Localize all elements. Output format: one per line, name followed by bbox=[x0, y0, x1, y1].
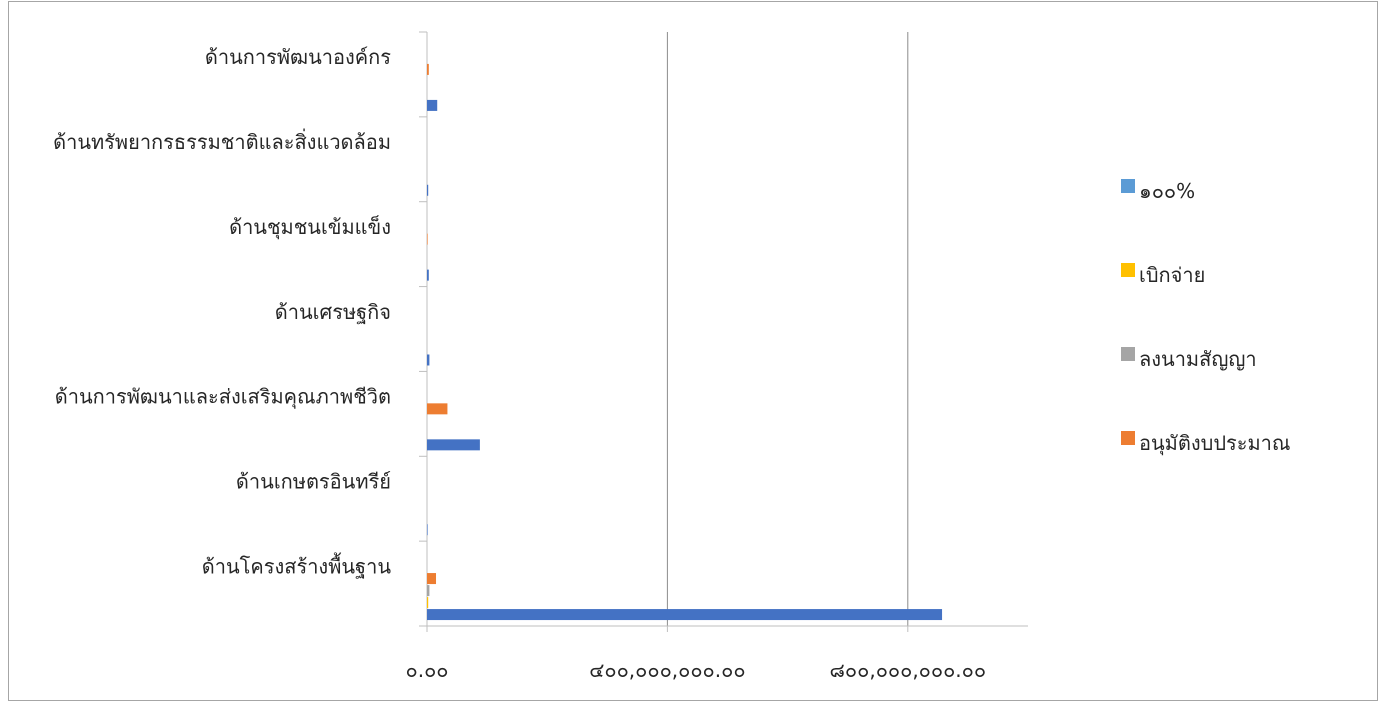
legend-swatch bbox=[1121, 347, 1135, 361]
bar bbox=[427, 403, 447, 414]
x-tick-label: ๔๐๐,๐๐๐,๐๐๐.๐๐ bbox=[589, 658, 745, 682]
bar bbox=[427, 585, 429, 596]
bar bbox=[427, 573, 436, 584]
axes bbox=[419, 32, 1028, 632]
bar bbox=[427, 439, 480, 450]
category-label: ด้านโครงสร้างพื้นฐาน bbox=[202, 552, 392, 578]
x-tick-label: ๐.๐๐ bbox=[406, 658, 449, 682]
bar bbox=[427, 270, 429, 281]
bar bbox=[427, 64, 429, 75]
bar bbox=[427, 609, 942, 620]
bar bbox=[427, 597, 428, 608]
x-tick-label: ๘๐๐,๐๐๐,๐๐๐.๐๐ bbox=[830, 658, 987, 682]
category-label: ด้านการพัฒนาองค์กร bbox=[205, 45, 391, 69]
category-labels: ด้านการพัฒนาองค์กรด้านทรัพยากรธรรมชาติแล… bbox=[53, 45, 391, 578]
bar bbox=[427, 100, 437, 111]
category-label: ด้านเศรษฐกิจ bbox=[275, 300, 391, 324]
legend-label: ลงนามสัญญา bbox=[1139, 347, 1257, 371]
legend-label: อนุมัติงบประมาณ bbox=[1139, 431, 1290, 456]
legend-swatch bbox=[1121, 179, 1135, 193]
bar bbox=[427, 185, 428, 196]
legend-swatch bbox=[1121, 431, 1135, 445]
bar bbox=[427, 524, 428, 535]
category-label: ด้านทรัพยากรธรรมชาติและสิ่งแวดล้อม bbox=[53, 128, 391, 154]
bars bbox=[427, 64, 942, 620]
legend-label: ๑๐๐% bbox=[1139, 179, 1195, 203]
legend-label: เบิกจ่าย bbox=[1139, 263, 1205, 287]
bar bbox=[427, 234, 428, 245]
tick-labels: ๐.๐๐ ๔๐๐,๐๐๐,๐๐๐.๐๐ ๘๐๐,๐๐๐,๐๐๐.๐๐ bbox=[406, 658, 987, 682]
gridlines bbox=[667, 32, 907, 626]
category-label: ด้านเกษตรอินทรีย์ bbox=[236, 470, 391, 494]
bar bbox=[427, 354, 429, 365]
category-label: ด้านชุมชนเข้มแข็ง bbox=[229, 214, 391, 240]
category-label: ด้านการพัฒนาและส่งเสริมคุณภาพชีวิต bbox=[55, 385, 391, 410]
legend-swatch bbox=[1121, 263, 1135, 277]
